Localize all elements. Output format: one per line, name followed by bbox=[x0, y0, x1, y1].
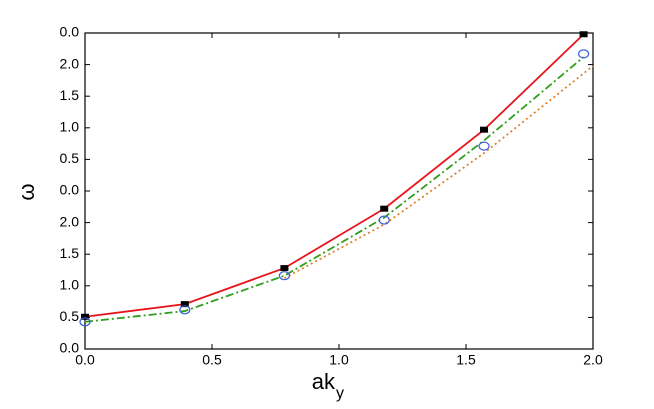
x-tick-label: 0.0 bbox=[75, 352, 95, 368]
circle-marker bbox=[179, 305, 191, 315]
y-tick-label: 1.0 bbox=[60, 119, 80, 135]
x-tick-label: 0.5 bbox=[202, 352, 222, 368]
y-axis-title: ω bbox=[14, 183, 39, 200]
x-tick-label: 1.0 bbox=[329, 352, 349, 368]
square-marker bbox=[180, 301, 189, 308]
y-tick-label: 1.0 bbox=[60, 277, 80, 293]
y-tick-label: 1.5 bbox=[60, 245, 80, 261]
circle-marker bbox=[478, 141, 490, 151]
circle-marker bbox=[378, 215, 390, 225]
series-line bbox=[84, 56, 585, 323]
y-tick-label: 1.5 bbox=[60, 87, 80, 103]
x-axis-subscript: y bbox=[336, 385, 344, 402]
circle-marker bbox=[79, 317, 91, 327]
square-marker bbox=[280, 265, 289, 272]
y-tick-label: 2.0 bbox=[60, 55, 80, 71]
x-tick-label: 1.5 bbox=[456, 352, 476, 368]
plot-frame bbox=[84, 32, 594, 350]
square-marker bbox=[380, 205, 389, 212]
y-tick-label: 0.5 bbox=[60, 308, 80, 324]
x-axis-title: ak bbox=[312, 369, 336, 394]
y-tick-label: 0.5 bbox=[60, 150, 80, 166]
series-line bbox=[283, 65, 594, 280]
square-marker bbox=[81, 313, 89, 320]
y-tick-label: 0.0 bbox=[60, 340, 80, 356]
y-tick-label: 2.0 bbox=[60, 213, 80, 229]
circle-marker bbox=[578, 49, 590, 59]
series-line bbox=[84, 33, 585, 318]
square-marker bbox=[579, 31, 588, 38]
y-tick-label: 0.0 bbox=[60, 182, 80, 198]
circle-marker bbox=[278, 271, 290, 281]
x-tick-label: 2.0 bbox=[583, 352, 603, 368]
square-marker bbox=[480, 126, 489, 133]
y-tick-label: 0.0 bbox=[60, 24, 80, 40]
